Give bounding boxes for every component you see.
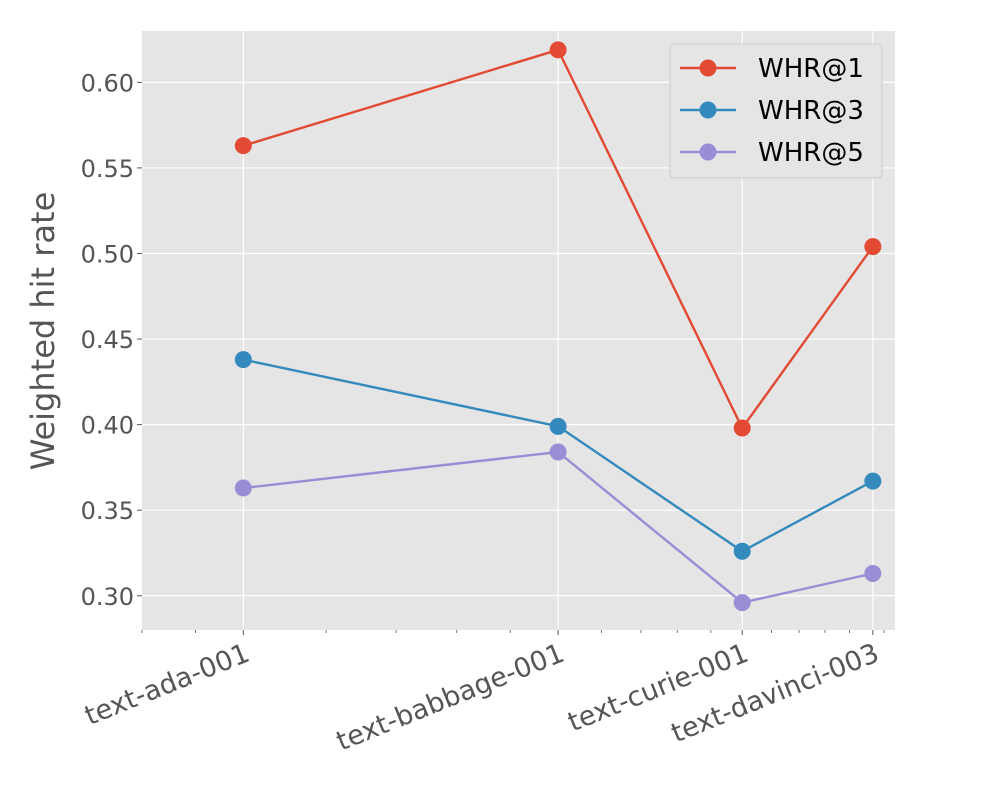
y-tick-label: 0.40 [81,412,134,440]
x-tick-label: text-babbage-001 [332,638,569,758]
legend-label: WHR@5 [758,138,864,168]
y-tick-label: 0.60 [81,69,134,97]
y-axis-title: Weighted hit rate [24,192,62,471]
y-tick-label: 0.50 [81,240,134,268]
series-line-3 [243,450,874,604]
data-point [864,565,882,583]
series-lines [234,41,882,612]
legend-label: WHR@3 [758,96,864,126]
x-tick-labels: text-ada-001 text-babbage-001text-curie-0… [81,638,884,758]
y-tick-label: 0.35 [81,497,134,525]
data-point [234,351,252,369]
data-point [733,594,751,612]
y-tick-labels: 0.30 0.35 0.40 0.45 0.50 0.55 0.60 [81,69,134,610]
data-point [733,542,751,560]
legend-marker [699,59,717,77]
minor-ticks [141,630,885,633]
y-tick-label: 0.45 [81,326,134,354]
series-line-2 [243,358,874,553]
y-tick-label: 0.30 [81,583,134,611]
data-point [549,443,567,461]
legend: WHR@1 WHR@3 WHR@5 [669,43,883,179]
legend-marker [699,143,717,161]
series-line-1 [242,48,874,431]
data-point [549,417,567,435]
legend-box [669,43,883,179]
legend-marker [699,101,717,119]
data-point [234,137,252,155]
y-tick-label: 0.55 [81,155,134,183]
data-point [234,479,252,497]
x-tick-label: text-ada-001 [81,638,254,732]
data-point [549,41,567,59]
data-point [733,419,751,437]
data-point [864,472,882,490]
data-point [864,238,882,256]
legend-label: WHR@1 [758,54,864,84]
